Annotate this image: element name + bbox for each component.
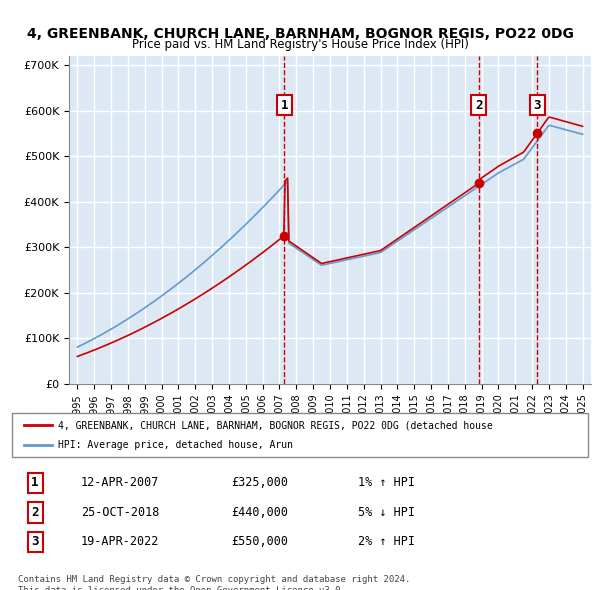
Text: 12-APR-2007: 12-APR-2007 (81, 476, 160, 489)
FancyBboxPatch shape (12, 413, 588, 457)
Text: 3: 3 (533, 99, 541, 112)
Text: 4, GREENBANK, CHURCH LANE, BARNHAM, BOGNOR REGIS, PO22 0DG: 4, GREENBANK, CHURCH LANE, BARNHAM, BOGN… (26, 27, 574, 41)
Text: 2% ↑ HPI: 2% ↑ HPI (358, 535, 415, 548)
Text: 1% ↑ HPI: 1% ↑ HPI (358, 476, 415, 489)
Text: £440,000: £440,000 (231, 506, 288, 519)
Text: 25-OCT-2018: 25-OCT-2018 (81, 506, 160, 519)
Text: 1: 1 (31, 476, 39, 489)
Text: 2: 2 (475, 99, 482, 112)
Text: 4, GREENBANK, CHURCH LANE, BARNHAM, BOGNOR REGIS, PO22 0DG (detached house: 4, GREENBANK, CHURCH LANE, BARNHAM, BOGN… (58, 421, 493, 430)
Text: 3: 3 (31, 535, 39, 548)
Text: 2: 2 (31, 506, 39, 519)
Text: HPI: Average price, detached house, Arun: HPI: Average price, detached house, Arun (58, 440, 293, 450)
Text: Price paid vs. HM Land Registry's House Price Index (HPI): Price paid vs. HM Land Registry's House … (131, 38, 469, 51)
Text: £550,000: £550,000 (231, 535, 288, 548)
Text: 5% ↓ HPI: 5% ↓ HPI (358, 506, 415, 519)
Text: Contains HM Land Registry data © Crown copyright and database right 2024.
This d: Contains HM Land Registry data © Crown c… (18, 575, 410, 590)
Text: 1: 1 (280, 99, 288, 112)
Text: £325,000: £325,000 (231, 476, 288, 489)
Text: 19-APR-2022: 19-APR-2022 (81, 535, 160, 548)
